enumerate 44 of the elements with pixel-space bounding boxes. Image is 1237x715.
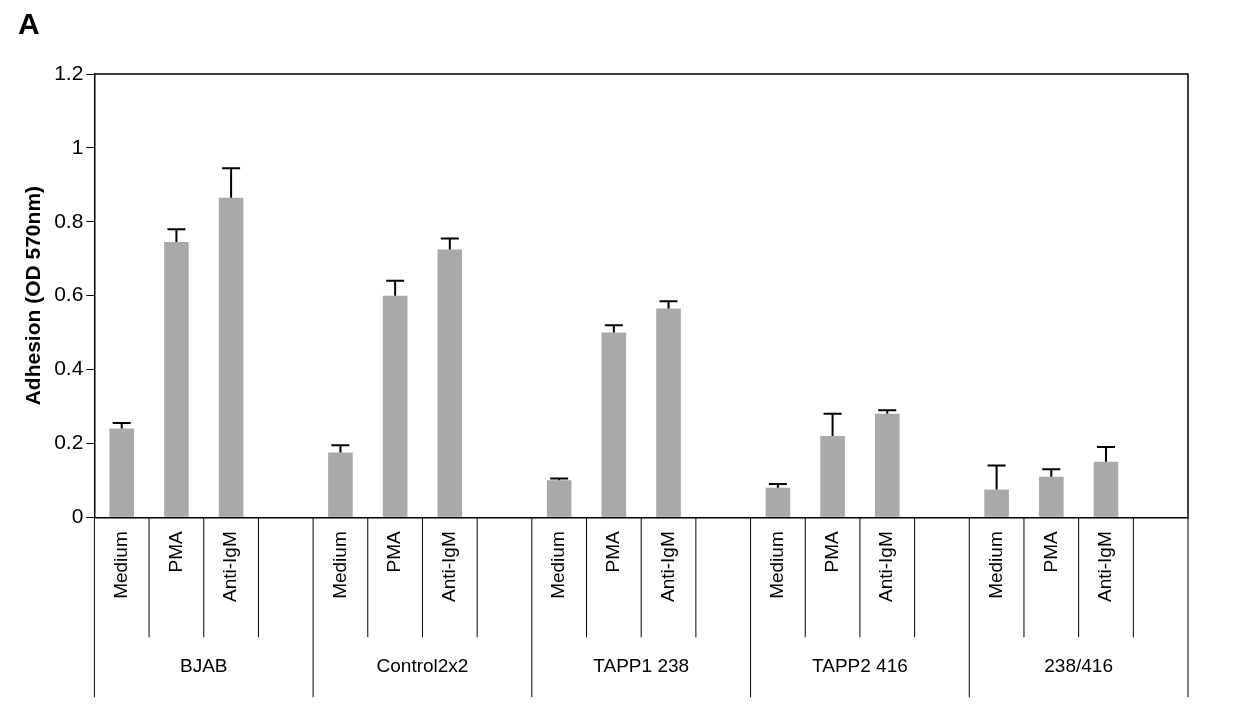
y-tick-label: 0.6 <box>54 282 84 306</box>
bar <box>437 249 463 517</box>
y-tick-label: 1.2 <box>54 60 84 84</box>
y-tick-label: 0.8 <box>54 208 84 232</box>
bar <box>1093 461 1119 517</box>
x-tick-label: Medium <box>328 531 350 599</box>
x-tick-label: PMA <box>602 530 624 573</box>
y-axis-title: Adhesion (OD 570nm) <box>21 185 45 406</box>
x-tick-label: Medium <box>766 531 788 599</box>
bar <box>328 452 353 517</box>
y-tick-label: 0.4 <box>54 356 84 380</box>
x-tick-label: PMA <box>820 530 842 573</box>
x-tick-label: Medium <box>547 531 569 599</box>
x-tick-label: Anti-IgM <box>875 531 897 603</box>
x-tick-label: Anti-IgM <box>219 531 241 603</box>
bar <box>382 295 408 517</box>
text: 238/416 <box>1044 655 1113 677</box>
x-tick-label: Medium <box>984 531 1006 599</box>
text: BJAB <box>179 655 228 677</box>
text: Control2x2 <box>376 655 469 677</box>
bar <box>765 487 791 517</box>
x-tick-label: Anti-IgM <box>438 531 460 603</box>
x-tick-label: PMA <box>1039 530 1061 573</box>
bar <box>109 428 135 517</box>
bar <box>984 489 1009 517</box>
bar <box>820 436 845 517</box>
x-tick-label: Anti-IgM <box>1094 531 1116 603</box>
y-tick-label: 0.2 <box>54 430 84 454</box>
y-tick-label: 1 <box>71 134 84 158</box>
bar <box>874 413 900 517</box>
bar <box>546 480 572 517</box>
x-tick-label: Medium <box>109 531 131 599</box>
bar <box>164 242 189 517</box>
bar <box>1039 476 1064 517</box>
x-tick-label: PMA <box>164 530 186 573</box>
bar <box>601 332 627 517</box>
y-tick-label: 0 <box>71 504 84 528</box>
x-tick-label: Anti-IgM <box>656 531 678 603</box>
text: TAPP1 238 <box>593 655 690 677</box>
bar <box>656 308 681 517</box>
text: TAPP2 416 <box>812 655 908 677</box>
x-tick-label: PMA <box>383 530 405 573</box>
chart-title: A <box>18 7 40 41</box>
bar <box>218 197 244 517</box>
